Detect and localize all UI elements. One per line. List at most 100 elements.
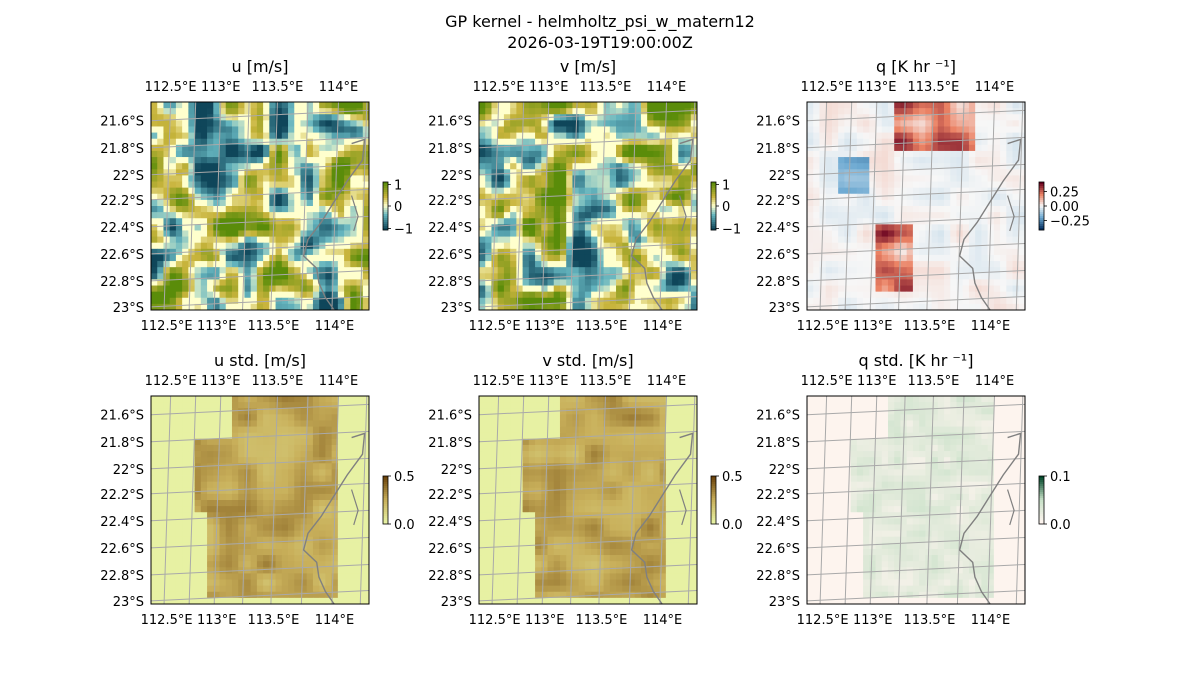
lat-tick-label: 23°S [769,595,800,610]
lon-tick-label-top: 113.5°E [907,374,959,389]
lon-tick-label-top: 114°E [647,374,687,389]
coastline [630,432,694,605]
lon-tick-label-top: 114°E [975,80,1015,95]
lat-tick-label: 23°S [769,301,800,316]
lat-tick-label: 22.4°S [100,221,144,236]
lon-tick-label-bottom: 114°E [971,613,1011,628]
coastline [958,138,1022,311]
lat-tick-label: 22°S [769,169,800,184]
lon-tick-label-top: 114°E [975,374,1015,389]
axes-frame [150,395,370,605]
lon-tick-label-bottom: 114°E [971,319,1011,334]
gridlines [150,395,370,605]
lat-tick-label: 21.6°S [428,409,472,424]
lat-tick-label: 22°S [441,169,472,184]
lat-tick-label: 22.8°S [428,569,472,584]
colorbar-tick-label: −1 [394,223,413,238]
colorbar-tick-label: 0.0 [394,518,415,533]
figure-subtitle: 2026-03-19T19:00:00Z [507,33,693,52]
lat-tick-label: 21.6°S [100,115,144,130]
lon-tick-label-top: 114°E [319,80,359,95]
lon-tick-label-top: 113°E [529,374,569,389]
colorbar-tick-label: 0 [394,200,402,215]
lon-tick-label-bottom: 112.5°E [141,613,193,628]
lon-tick-label-bottom: 112.5°E [469,319,521,334]
lat-tick-label: 22.6°S [428,542,472,557]
lon-tick-label-bottom: 113.5°E [575,613,627,628]
colorbar-tick-label: 0.0 [1050,518,1071,533]
lon-tick-label-top: 112.5°E [473,374,525,389]
island-outline [350,489,359,526]
coastline [302,138,366,311]
lat-tick-label: 22.8°S [428,275,472,290]
gridlines [806,101,1026,311]
lat-tick-label: 22°S [113,169,144,184]
lon-tick-label-bottom: 112.5°E [469,613,521,628]
lat-tick-label: 22.4°S [756,515,800,530]
panel-title: q [K hr ⁻¹] [876,57,956,76]
panel-v: v [m/s]112.5°E112.5°E113°E113°E113.5°E11… [428,57,741,334]
lat-tick-label: 22.2°S [428,488,472,503]
lon-tick-label-top: 113°E [857,80,897,95]
lon-tick-label-top: 114°E [647,80,687,95]
lon-tick-label-bottom: 113°E [525,319,565,334]
lat-tick-label: 22.4°S [756,221,800,236]
coastline [302,432,366,605]
colorbar-tick-label: −0.25 [1050,214,1090,229]
lon-tick-label-bottom: 112.5°E [797,319,849,334]
lat-tick-label: 21.8°S [428,436,472,451]
lon-tick-label-bottom: 113°E [197,319,237,334]
lat-tick-label: 22.8°S [100,569,144,584]
lon-tick-label-top: 113°E [857,374,897,389]
colorbar-tick-label: 0.25 [1050,186,1079,201]
lon-tick-label-bottom: 113°E [853,613,893,628]
lon-tick-label-bottom: 114°E [643,319,683,334]
colorbar-tick-label: 1 [394,178,402,193]
lat-tick-label: 22.2°S [756,488,800,503]
island-outline [1006,195,1015,232]
lat-tick-label: 22.8°S [100,275,144,290]
lat-tick-label: 22.8°S [756,569,800,584]
heatmap-cells [479,396,698,605]
gridlines [478,395,698,605]
lon-tick-label-top: 112.5°E [145,374,197,389]
lon-tick-label-top: 112.5°E [801,374,853,389]
lat-tick-label: 21.8°S [428,142,472,157]
lon-tick-label-top: 113.5°E [251,80,303,95]
lat-tick-label: 23°S [441,595,472,610]
axes-frame [806,101,1026,311]
lat-tick-label: 21.8°S [756,142,800,157]
axes-frame [806,395,1026,605]
lon-tick-label-bottom: 113°E [525,613,565,628]
lat-tick-label: 21.6°S [756,409,800,424]
lat-tick-label: 22°S [113,463,144,478]
lat-tick-label: 21.6°S [756,115,800,130]
lon-tick-label-top: 114°E [319,374,359,389]
colorbar-tick-label: 0.00 [1050,200,1079,215]
colorbar-tick-label: 0.1 [1050,470,1071,485]
lat-tick-label: 22°S [441,463,472,478]
island-outline [1006,489,1015,526]
lat-tick-label: 23°S [441,301,472,316]
coastline [958,432,1022,605]
lon-tick-label-top: 113.5°E [579,374,631,389]
panel-q: q [K hr ⁻¹] 112.5°E 112.5°E 113°E 113°E 113.5… [756,57,1090,334]
lat-tick-label: 22.4°S [428,515,472,530]
gridlines [478,101,698,311]
panel-u_std: u std. [m/s] 112.5°E 112.5°E 113°E 113°E 113.… [100,351,414,628]
figure-title: GP kernel - helmholtz_psi_w_matern12 [445,12,755,31]
lon-tick-label-bottom: 113.5°E [247,613,299,628]
panel-v_std: v std. [m/s] 112.5°E 112.5°E 113°E 113°E 113.… [428,351,742,628]
lat-tick-label: 22°S [769,463,800,478]
lon-tick-label-bottom: 112.5°E [141,319,193,334]
colorbar-tick-label: 0.5 [722,470,743,485]
heatmap-cells [151,396,370,605]
lat-tick-label: 22.6°S [100,248,144,263]
panel-title: u std. [m/s] [214,351,306,370]
lat-tick-label: 23°S [113,301,144,316]
lat-tick-label: 22.4°S [100,515,144,530]
island-outline [350,195,359,232]
colorbar-tick-label: 1 [722,178,730,193]
panel-q_std: q std. [K hr ⁻¹] 112.5°E 112.5°E 113°E 113°E… [756,351,1070,628]
lat-tick-label: 22.4°S [428,221,472,236]
